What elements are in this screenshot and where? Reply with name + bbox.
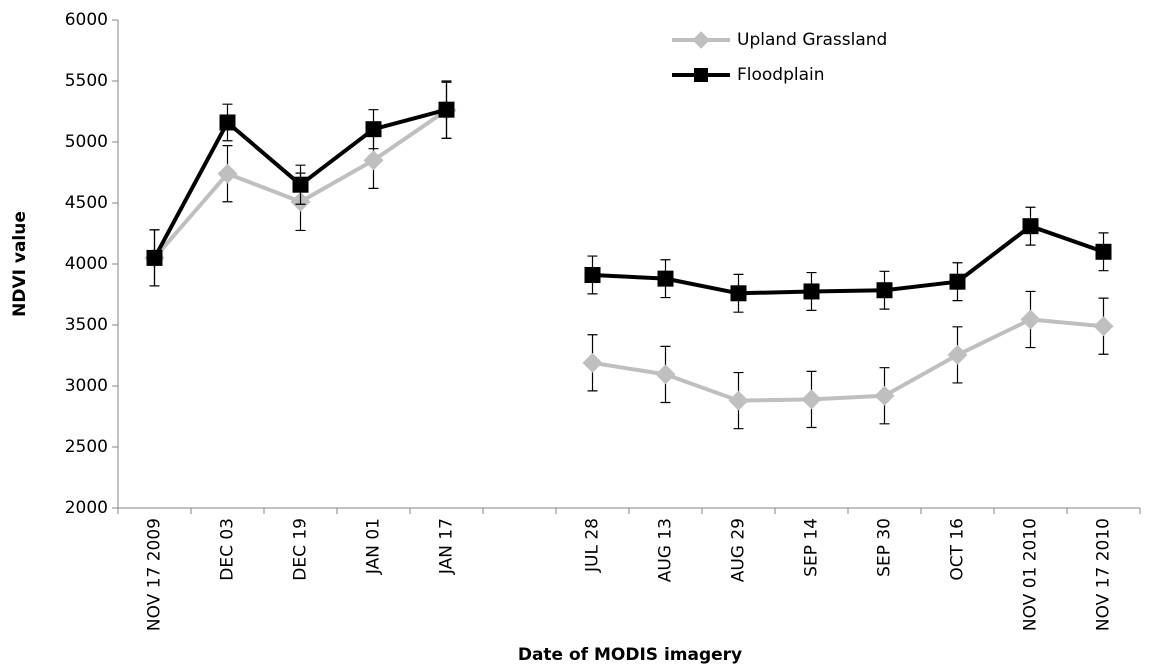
legend-label: Floodplain — [737, 65, 825, 85]
data-point — [292, 176, 309, 193]
data-point — [730, 285, 747, 302]
data-point — [219, 114, 236, 131]
data-point — [655, 364, 676, 385]
data-point — [949, 273, 966, 290]
x-tick-label: JAN 17 — [437, 518, 457, 575]
legend-marker — [692, 31, 710, 49]
data-point — [1022, 218, 1039, 235]
y-tick-label: 4500 — [65, 193, 108, 213]
data-point — [217, 163, 238, 184]
data-point — [876, 282, 893, 299]
x-tick-label: DEC 03 — [218, 518, 238, 581]
x-tick-label: JAN 01 — [364, 518, 384, 575]
legend-marker — [694, 68, 708, 82]
data-point — [801, 389, 822, 410]
data-point — [582, 352, 603, 373]
data-point — [584, 266, 601, 283]
x-tick-label: AUG 13 — [656, 518, 676, 582]
data-point — [363, 150, 384, 171]
data-point — [803, 283, 820, 300]
data-point — [146, 249, 163, 266]
data-point — [728, 390, 749, 411]
y-tick-label: 3500 — [65, 315, 108, 335]
y-tick-label: 6000 — [65, 10, 108, 30]
data-point — [874, 385, 895, 406]
data-point — [365, 121, 382, 138]
data-point — [1095, 243, 1112, 260]
x-axis-title: Date of MODIS imagery — [518, 645, 742, 665]
data-point — [438, 101, 455, 118]
data-point — [947, 344, 968, 365]
y-tick-label: 2000 — [65, 498, 108, 518]
x-tick-label: NOV 01 2010 — [1021, 518, 1041, 631]
y-tick-label: 2500 — [65, 437, 108, 457]
x-tick-label: NOV 17 2009 — [145, 518, 165, 631]
x-tick-label: OCT 16 — [948, 518, 968, 581]
y-tick-label: 5500 — [65, 71, 108, 91]
x-tick-label: SEP 30 — [875, 518, 895, 577]
y-axis-title: NDVI value — [10, 211, 30, 317]
y-tick-label: 3000 — [65, 376, 108, 396]
x-tick-label: JUL 28 — [583, 518, 603, 573]
y-tick-label: 4000 — [65, 254, 108, 274]
data-point — [1093, 316, 1114, 337]
x-tick-label: NOV 17 2010 — [1094, 518, 1114, 631]
x-tick-label: AUG 29 — [729, 518, 749, 582]
y-tick-label: 5000 — [65, 132, 108, 152]
data-point — [657, 270, 674, 287]
x-tick-label: SEP 14 — [802, 518, 822, 577]
legend-label: Upland Grassland — [737, 30, 887, 50]
x-tick-label: DEC 19 — [291, 518, 311, 581]
data-point — [1020, 309, 1041, 330]
